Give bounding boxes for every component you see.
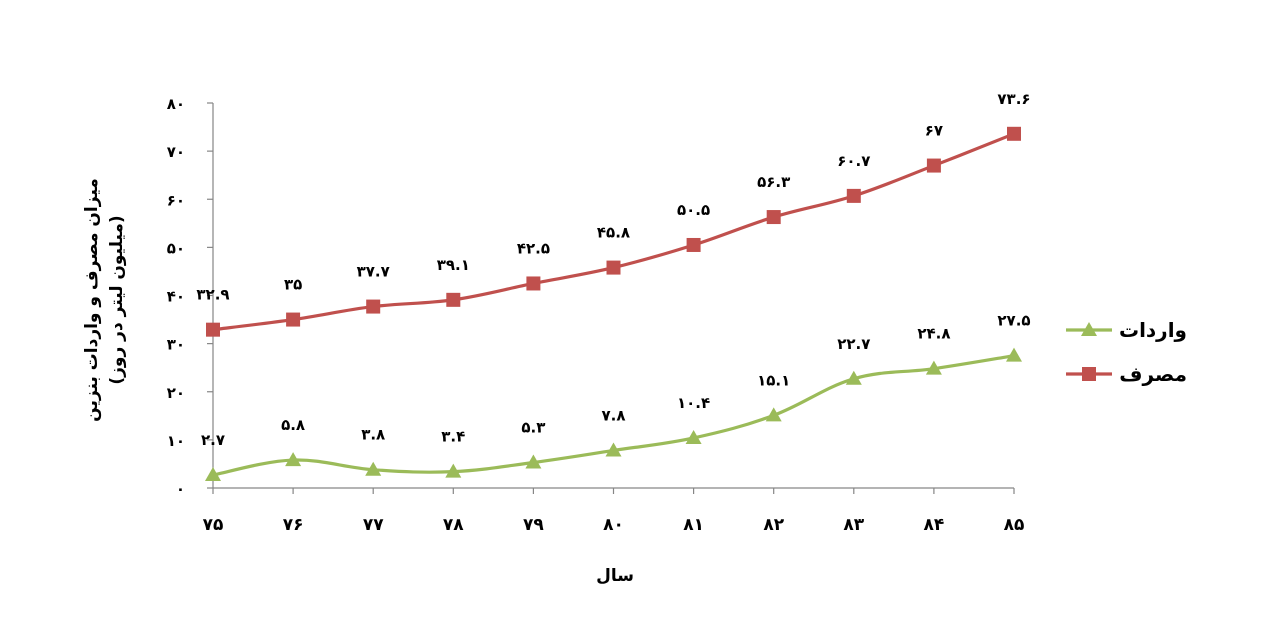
legend-marker	[1081, 322, 1097, 336]
data-label: ۱۰.۴	[677, 394, 710, 412]
data-label: ۴۵.۸	[597, 224, 630, 242]
data-point	[285, 452, 302, 467]
data-point	[606, 260, 621, 275]
data-point	[686, 237, 701, 252]
data-point	[446, 292, 461, 307]
data-point	[445, 463, 462, 478]
data-label: ۵۶.۳	[757, 173, 790, 191]
x-tick-label: ۸۲	[763, 515, 784, 535]
x-axis-title: سال	[596, 566, 634, 586]
data-point	[766, 210, 781, 225]
data-point	[206, 322, 220, 337]
data-point	[526, 276, 541, 291]
data-label: ۲۲.۷	[837, 335, 870, 353]
legend-label: واردات	[1119, 318, 1187, 342]
data-point	[925, 360, 942, 375]
y-tick-label: ۷۰	[167, 143, 185, 161]
y-axis-title: میزان مصرف و واردات بنزین	[82, 178, 102, 422]
y-tick-label: ۵۰	[167, 239, 185, 257]
data-point	[1006, 347, 1022, 362]
data-label: ۶۷	[925, 122, 943, 140]
x-tick-label: ۸۳	[843, 515, 864, 535]
legend: واردات مصرف	[1066, 318, 1187, 386]
data-label: ۷۳.۶	[997, 90, 1030, 108]
data-point	[845, 370, 862, 385]
data-point	[525, 454, 542, 469]
data-point	[685, 429, 702, 444]
data-label: ۲.۷	[201, 431, 225, 449]
x-tick-label: ۸۵	[1004, 515, 1025, 535]
data-point	[286, 312, 301, 327]
data-label: ۳۲.۹	[196, 286, 229, 304]
data-label: ۶۰.۷	[837, 152, 870, 170]
data-label: ۳۵	[284, 276, 302, 294]
series-imports	[205, 347, 1022, 482]
data-point	[1007, 126, 1021, 141]
data-label: ۳۷.۷	[357, 263, 390, 281]
data-point	[365, 461, 382, 476]
legend-item: واردات	[1066, 318, 1187, 342]
x-tick-label: ۸۰	[603, 515, 624, 535]
y-tick-label: ۴۰	[167, 288, 185, 306]
legend-label: مصرف	[1119, 362, 1187, 386]
x-tick-label: ۷۹	[523, 515, 544, 535]
y-tick-label: ۶۰	[167, 191, 185, 209]
data-label: ۲۴.۸	[917, 325, 950, 343]
legend-marker	[1082, 367, 1096, 381]
data-point	[846, 188, 861, 203]
data-point	[765, 407, 782, 422]
data-label: ۵.۸	[281, 416, 305, 434]
series-layer	[205, 126, 1022, 482]
y-tick-label: ۱۰	[167, 432, 185, 450]
data-label: ۳.۴	[441, 428, 465, 446]
y-tick-label: ۳۰	[167, 336, 185, 354]
y-tick-label: ۰	[176, 480, 185, 498]
data-label: ۳۹.۱	[437, 256, 470, 274]
data-point	[926, 158, 941, 173]
x-tick-label: ۷۶	[283, 515, 304, 535]
data-label: ۲۷.۵	[997, 312, 1030, 330]
data-point	[366, 299, 381, 314]
axes: ۰ ۱۰ ۲۰ ۳۰ ۴۰ ۵۰ ۶۰ ۷۰ ۸۰ ۷۵ ۷۶ ۷۷ ۷۸ ۷۹ ۸۰ ۸۱ ۸۲ ۸۳ ۸۴ ۸۵	[167, 95, 1025, 535]
data-label: ۱۵.۱	[757, 371, 790, 389]
data-label: ۵۰.۵	[677, 201, 710, 219]
data-label: ۳.۸	[361, 426, 385, 444]
x-tick-label: ۸۴	[924, 515, 945, 535]
x-tick-label: ۷۷	[363, 515, 384, 535]
series-consumption	[206, 126, 1021, 337]
y-tick-label: ۲۰	[167, 384, 185, 402]
x-tick-label: ۸۱	[683, 515, 704, 535]
data-labels: ۳۲.۹ ۳۵ ۳۷.۷ ۳۹.۱ ۴۲.۵ ۴۵.۸ ۵۰.۵ ۵۶.۳ ۶۰.۷ ۶۷ ۷۳.۶…	[196, 90, 1030, 449]
data-point	[205, 467, 221, 482]
y-axis-unit: (میلیون لیتر در روز)	[107, 215, 127, 384]
data-label: ۴۲.۵	[517, 239, 550, 257]
x-tick-label: ۷۵	[203, 515, 224, 535]
x-tick-label: ۷۸	[443, 515, 464, 535]
data-point	[605, 442, 622, 457]
legend-item: مصرف	[1066, 362, 1187, 386]
data-label: ۷.۸	[601, 406, 625, 424]
data-label: ۵.۳	[521, 418, 545, 436]
y-tick-label: ۸۰	[167, 95, 185, 113]
